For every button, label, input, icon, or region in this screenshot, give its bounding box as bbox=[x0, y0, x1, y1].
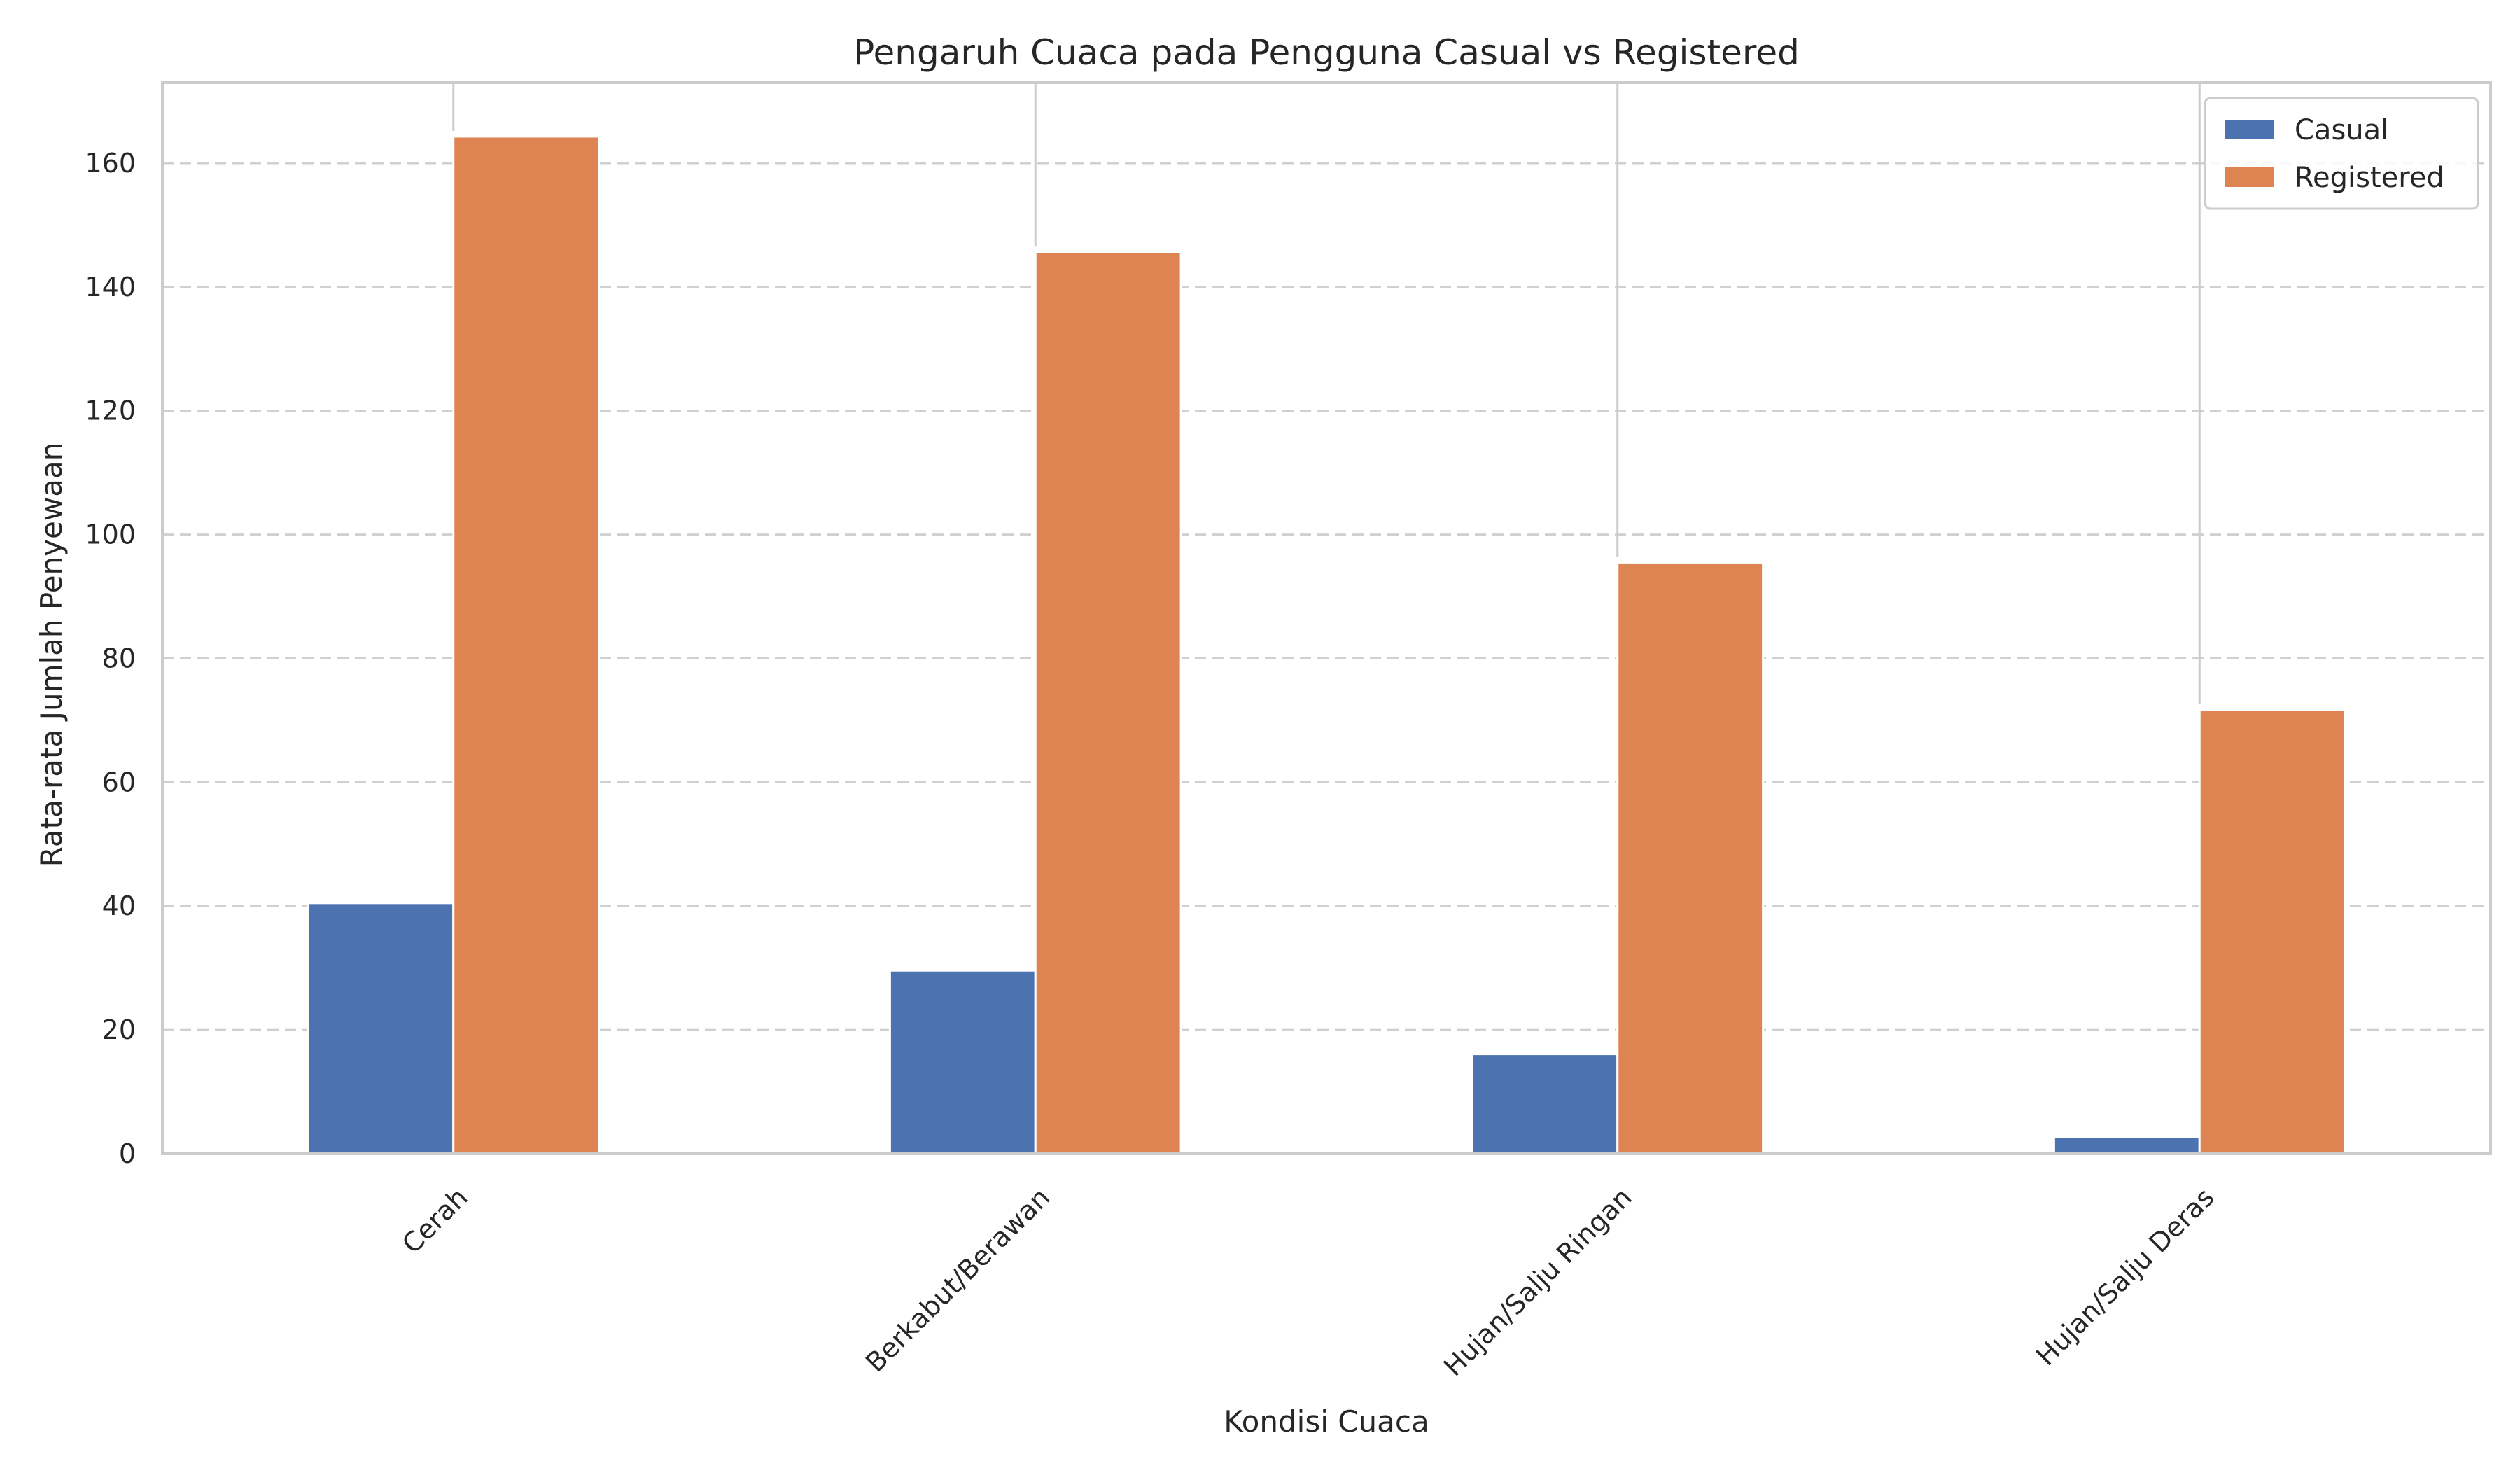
bar-casual-1 bbox=[307, 902, 455, 1155]
bar-casual-4 bbox=[2052, 1136, 2201, 1155]
axes-frame bbox=[161, 81, 2492, 1155]
y-tick-label: 60 bbox=[102, 767, 136, 797]
bar-casual-2 bbox=[888, 969, 1037, 1155]
legend-label-casual: Casual bbox=[2295, 114, 2388, 146]
bar-registered-1 bbox=[452, 135, 601, 1155]
legend-swatch-registered bbox=[2225, 167, 2274, 187]
bar-registered-4 bbox=[2198, 708, 2346, 1155]
plot-frame bbox=[161, 81, 2492, 1155]
y-tick-label: 0 bbox=[119, 1138, 136, 1169]
y-tick-label: 80 bbox=[102, 643, 136, 673]
y-axis-label: Rata-rata Jumlah Penyewaan bbox=[34, 442, 69, 867]
chart-title: Pengaruh Cuaca pada Pengguna Casual vs R… bbox=[853, 32, 1800, 73]
y-tick-label: 20 bbox=[102, 1014, 136, 1045]
y-tick-label: 120 bbox=[85, 396, 136, 426]
legend-swatch-casual bbox=[2225, 120, 2274, 139]
bar-registered-3 bbox=[1616, 561, 1765, 1155]
x-axis-label: Kondisi Cuaca bbox=[1224, 1404, 1429, 1439]
legend: Casual Registered bbox=[2204, 97, 2479, 210]
legend-label-registered: Registered bbox=[2295, 162, 2444, 194]
y-tick-label: 100 bbox=[85, 519, 136, 550]
bar-casual-3 bbox=[1471, 1053, 1619, 1155]
y-tick-label: 40 bbox=[102, 891, 136, 921]
bars bbox=[307, 135, 2346, 1155]
y-tick-label: 140 bbox=[85, 272, 136, 302]
bar-registered-2 bbox=[1034, 251, 1182, 1155]
y-tick-label: 160 bbox=[85, 148, 136, 179]
